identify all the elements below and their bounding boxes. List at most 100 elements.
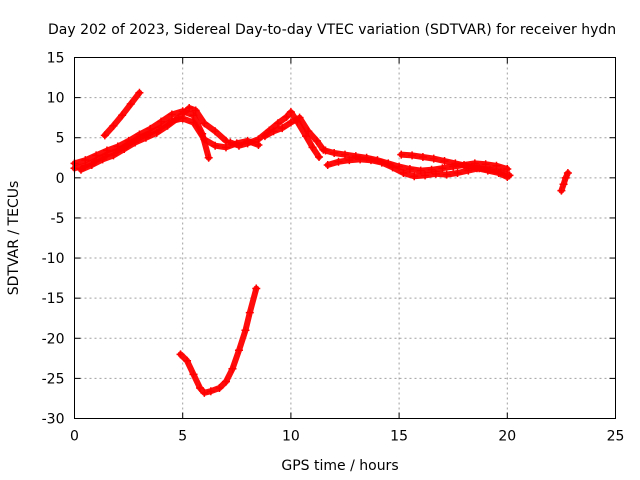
data-point — [440, 156, 449, 165]
data-point — [304, 127, 313, 136]
grid-lines — [74, 57, 616, 419]
data-point — [200, 119, 209, 128]
y-tick-label: 10 — [47, 91, 65, 107]
data-point — [503, 173, 512, 182]
series-arc-late — [557, 169, 572, 195]
chart-title: Day 202 of 2023, Sidereal Day-to-day VTE… — [48, 22, 616, 38]
plot-frame — [74, 57, 616, 419]
data-point — [221, 377, 230, 386]
y-tick-label: -5 — [51, 211, 65, 227]
data-point — [109, 121, 118, 130]
data-point — [131, 138, 140, 147]
data-point — [563, 169, 572, 178]
data-point — [397, 150, 406, 159]
data-point — [315, 152, 324, 161]
data-point — [429, 154, 438, 163]
data-point — [200, 135, 209, 144]
y-tick-label: 0 — [56, 171, 65, 187]
data-point — [559, 180, 568, 189]
data-point — [241, 326, 250, 335]
x-tick-label: 25 — [607, 429, 625, 445]
data-point — [183, 356, 192, 365]
data-point — [191, 106, 200, 115]
data-point — [453, 169, 462, 178]
data-point — [211, 141, 220, 150]
data-point — [185, 104, 194, 113]
data-point — [118, 111, 127, 120]
y-tick-label: -20 — [42, 331, 65, 347]
data-point — [377, 158, 386, 167]
x-tick-label: 20 — [498, 429, 516, 445]
data-point — [282, 112, 291, 121]
series-trace — [177, 285, 260, 396]
data-point — [323, 160, 332, 169]
data-point — [410, 172, 419, 181]
data-point — [408, 151, 417, 160]
axis-ticks: -30 -25 -20 -15 -10 -5 0 5 10 15 0 5 10 15 20 25 — [42, 51, 625, 445]
data-point — [269, 127, 278, 136]
x-tick-label: 5 — [178, 429, 187, 445]
data-point — [438, 164, 447, 173]
data-point — [494, 169, 503, 178]
data-point — [226, 138, 235, 147]
data-point — [215, 384, 224, 393]
series-arc-negative — [176, 284, 261, 397]
data-point — [252, 284, 261, 293]
y-tick-label: 5 — [56, 131, 65, 147]
data-point — [421, 171, 430, 180]
data-points — [70, 88, 572, 397]
data-point — [211, 127, 220, 136]
data-point — [206, 387, 215, 396]
x-tick-label: 0 — [70, 429, 79, 445]
data-point — [557, 186, 566, 195]
data-point — [330, 148, 339, 157]
data-point — [98, 155, 107, 164]
data-point — [135, 88, 144, 97]
data-point — [321, 146, 330, 155]
data-point — [273, 119, 282, 128]
x-tick-label: 10 — [282, 429, 300, 445]
data-point — [286, 108, 295, 117]
series-trace — [558, 170, 571, 194]
data-point — [141, 133, 150, 142]
data-point — [109, 151, 118, 160]
data-point — [163, 121, 172, 130]
data-point — [174, 113, 183, 122]
x-axis-label: GPS time / hours — [281, 458, 398, 474]
data-point — [234, 141, 243, 150]
y-axis-label: SDTVAR / TECUs — [6, 181, 22, 296]
data-point — [176, 350, 185, 359]
data-point — [345, 156, 354, 165]
x-tick-label: 15 — [390, 429, 408, 445]
data-point — [286, 118, 295, 127]
data-point — [366, 156, 375, 165]
y-tick-label: -15 — [42, 291, 65, 307]
y-tick-label: 15 — [47, 51, 65, 67]
data-point — [196, 384, 205, 393]
data-point — [473, 164, 482, 173]
data-point — [295, 113, 304, 122]
data-point — [126, 100, 135, 109]
data-point — [561, 173, 570, 182]
data-point — [278, 124, 287, 133]
data-point — [418, 152, 427, 161]
data-point — [312, 136, 321, 145]
data-point — [228, 364, 237, 373]
data-point — [399, 169, 408, 178]
data-point — [451, 159, 460, 168]
data-point — [334, 157, 343, 166]
data-point — [254, 135, 263, 144]
data-point — [431, 169, 440, 178]
data-point — [76, 165, 85, 174]
y-tick-label: -25 — [42, 371, 65, 387]
data-point — [152, 128, 161, 137]
data-point — [483, 166, 492, 175]
data-point — [260, 132, 269, 141]
series-arc-afternoon-c — [397, 150, 512, 182]
data-point — [245, 308, 254, 317]
series-arc-steep-early — [100, 88, 144, 140]
data-point — [204, 153, 213, 162]
data-point — [234, 346, 243, 355]
data-point — [100, 131, 109, 140]
data-point — [200, 388, 209, 397]
